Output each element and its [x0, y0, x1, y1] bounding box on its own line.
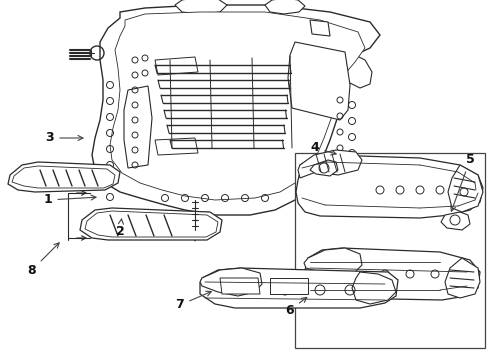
Polygon shape	[351, 272, 395, 304]
Polygon shape	[304, 248, 361, 275]
Polygon shape	[110, 12, 364, 200]
Polygon shape	[200, 268, 262, 296]
Text: 8: 8	[28, 243, 59, 276]
Polygon shape	[92, 5, 379, 215]
Polygon shape	[345, 55, 371, 88]
Polygon shape	[444, 258, 479, 298]
Polygon shape	[192, 230, 198, 241]
Polygon shape	[220, 278, 260, 294]
Polygon shape	[200, 268, 397, 308]
Text: 1: 1	[43, 193, 96, 207]
Polygon shape	[12, 166, 115, 188]
Polygon shape	[295, 155, 482, 218]
Polygon shape	[447, 165, 482, 212]
Polygon shape	[269, 278, 307, 294]
Polygon shape	[297, 150, 361, 178]
Polygon shape	[8, 162, 120, 192]
Text: 6: 6	[285, 297, 306, 316]
Polygon shape	[309, 160, 337, 176]
Polygon shape	[287, 42, 349, 120]
Polygon shape	[440, 212, 469, 230]
Polygon shape	[309, 20, 329, 36]
Polygon shape	[155, 138, 198, 155]
Text: 7: 7	[175, 291, 211, 311]
Polygon shape	[304, 248, 479, 300]
Polygon shape	[155, 57, 198, 75]
Polygon shape	[175, 0, 226, 14]
Polygon shape	[124, 86, 152, 168]
Text: 2: 2	[115, 219, 124, 238]
Bar	[294, 153, 484, 348]
Text: 5: 5	[450, 153, 473, 211]
Polygon shape	[80, 208, 222, 240]
Text: 3: 3	[45, 131, 83, 144]
Polygon shape	[85, 211, 218, 237]
Polygon shape	[264, 0, 305, 14]
Text: 4: 4	[310, 141, 335, 155]
